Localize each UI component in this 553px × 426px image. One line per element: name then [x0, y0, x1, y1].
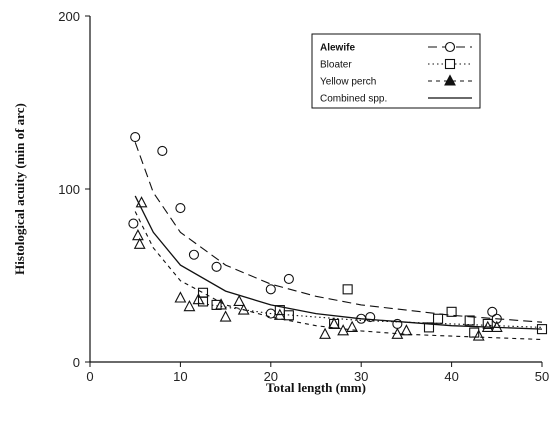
y-tick-label: 100	[58, 182, 80, 197]
x-axis-title: Total length (mm)	[266, 380, 366, 395]
yellow-perch-point	[237, 303, 250, 315]
yellow-perch-point	[233, 294, 246, 307]
bloater-point	[423, 322, 435, 333]
yellow-perch-point	[273, 308, 286, 320]
y-tick-label: 200	[58, 9, 80, 24]
yellow-perch-point	[328, 317, 340, 329]
tick-marks	[85, 15, 543, 367]
alewife-point	[487, 306, 498, 317]
legend-label-alewife: Alewife	[320, 43, 355, 54]
alewife-point	[265, 284, 276, 295]
yellow-perch-point	[490, 320, 503, 332]
yellow-perch-point	[219, 310, 232, 322]
yellow-perch-point	[174, 291, 187, 303]
yellow-perch-point	[346, 320, 359, 332]
legend-marker-bloater	[444, 58, 456, 70]
tick-labels: 0 10 20 30 40 50 0 100 200	[58, 9, 549, 384]
bloater-point	[432, 313, 444, 324]
plot-area	[128, 132, 548, 341]
yellow-perch-point	[337, 324, 350, 336]
alewife-fit-line	[134, 142, 543, 323]
alewife-point	[211, 261, 222, 272]
yellow-perch-point	[472, 329, 485, 341]
yellow-perch-point	[400, 324, 413, 336]
legend-label-bloater: Bloater	[320, 60, 352, 71]
x-tick-label: 10	[173, 369, 187, 384]
bloater-point	[197, 296, 209, 307]
yellow-perch-point	[192, 293, 205, 305]
bloater-point	[464, 315, 475, 326]
alewife-point	[188, 249, 200, 260]
bloater-point	[482, 318, 493, 329]
x-tick-label: 0	[86, 369, 93, 384]
alewife-point	[491, 313, 502, 324]
yellow-perch-point	[215, 298, 227, 310]
x-tick-label: 50	[535, 369, 549, 384]
legend-label-yellow-perch: Yellow perch	[320, 77, 376, 88]
yellow-perch-point	[183, 299, 196, 312]
legend: Alewife Bloater Yellow perch Combined spp.	[311, 33, 481, 109]
yellow-perch-point	[133, 237, 146, 249]
bloater-point	[283, 310, 294, 321]
x-tick-label: 40	[444, 369, 458, 384]
x-tick-label: 20	[264, 369, 278, 384]
alewife-point	[157, 145, 168, 156]
alewife-point	[128, 218, 139, 229]
combined-spp-fit-line	[134, 195, 543, 330]
yellow-perch-point	[391, 327, 404, 339]
yellow-perch-point	[132, 229, 144, 241]
legend-label-combined-spp: Combined spp.	[320, 94, 387, 105]
bloater-fit-line	[198, 302, 543, 328]
yellow-perch-point	[319, 327, 331, 339]
bloater-point	[342, 284, 353, 295]
x-tick-label: 30	[354, 369, 368, 384]
bloater-point	[197, 287, 209, 298]
legend-marker-yellow-perch	[444, 74, 456, 86]
alewife-point	[175, 202, 186, 214]
alewife-point	[283, 273, 294, 285]
yellow-perch-fit-line	[134, 211, 543, 341]
bloater-point	[446, 306, 457, 317]
legend-marker-alewife	[444, 41, 456, 53]
alewife-point	[365, 311, 376, 323]
alewife-point	[130, 132, 141, 143]
y-tick-label: 0	[73, 355, 80, 370]
bloater-point	[274, 305, 285, 316]
y-axis-title: Histological acuity (min of arc)	[12, 103, 27, 275]
yellow-perch-point	[135, 196, 148, 208]
